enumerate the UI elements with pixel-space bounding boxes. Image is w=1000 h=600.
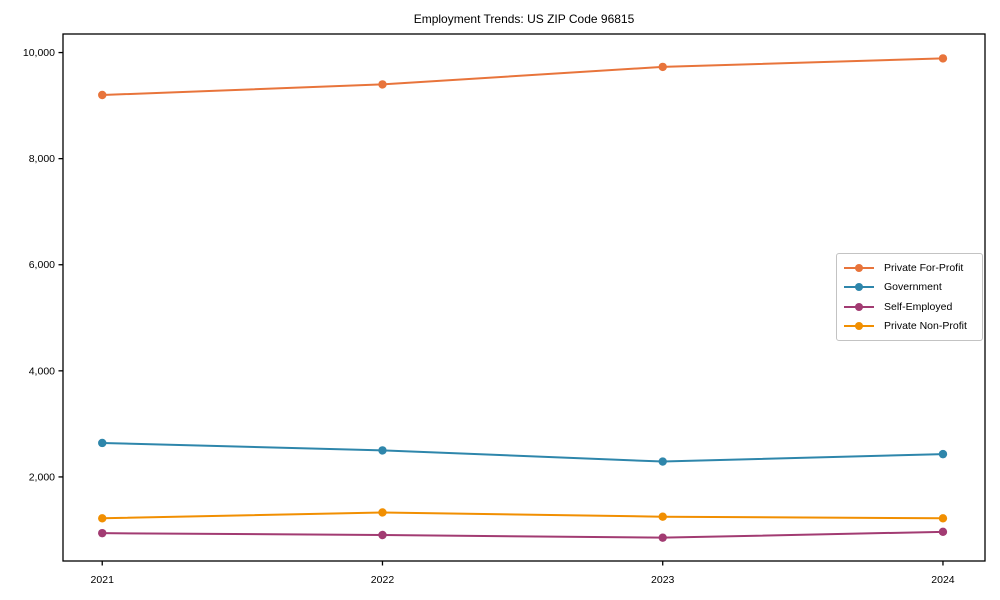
data-point-marker-self-employed	[658, 533, 667, 542]
x-tick-label: 2021	[91, 574, 115, 586]
data-point-marker-private-for-profit	[938, 54, 948, 63]
legend-line-marker-icon	[844, 322, 874, 331]
chart-title: Employment Trends: US ZIP Code 96815	[413, 12, 635, 26]
legend-line-marker-icon	[844, 283, 874, 292]
series-line-self-employed	[101, 530, 944, 539]
data-point-marker-private-for-profit	[658, 62, 667, 72]
data-point-marker-private-non-profit	[378, 508, 387, 517]
x-tick-label: 2023	[651, 574, 675, 586]
data-point-marker-private-non-profit	[938, 514, 948, 523]
data-point-marker-private-for-profit	[378, 80, 387, 89]
data-point-marker-self-employed	[378, 530, 387, 540]
data-point-marker-government	[938, 449, 948, 459]
legend-item: Private Non-Profit	[844, 317, 976, 337]
y-tick-label: 4,000	[29, 365, 55, 377]
series-line-private-non-profit	[101, 511, 944, 520]
data-point-marker-government	[98, 438, 107, 448]
legend-item-label: Self-Employed	[884, 300, 953, 313]
y-tick-label: 2,000	[29, 471, 55, 483]
legend: Private For-Profit Government Self-Employe…	[836, 253, 983, 341]
legend-line-marker-icon	[844, 302, 874, 311]
y-tick-label: 10,000	[23, 47, 55, 59]
legend-item: Self-Employed	[844, 297, 976, 317]
data-point-marker-private-non-profit	[98, 514, 107, 523]
legend-item-label: Private For-Profit	[884, 261, 964, 274]
legend-item: Private For-Profit	[844, 258, 976, 278]
data-point-marker-private-non-profit	[658, 512, 667, 521]
y-tick-label: 8,000	[29, 153, 55, 165]
data-point-marker-self-employed	[98, 528, 107, 538]
legend-line-marker-icon	[844, 263, 874, 272]
data-point-marker-government	[378, 446, 387, 455]
x-tick-label: 2022	[371, 574, 395, 586]
legend-item-label: Private Non-Profit	[884, 320, 967, 333]
data-point-marker-private-for-profit	[98, 90, 107, 100]
x-tick-label: 2024	[931, 574, 955, 586]
data-point-marker-self-employed	[938, 527, 948, 537]
legend-item: Government	[844, 278, 976, 298]
series-line-private-for-profit	[101, 57, 944, 97]
series-line-government	[101, 441, 944, 463]
legend-item-label: Government	[884, 281, 942, 294]
axes-spines	[62, 33, 986, 562]
data-point-marker-government	[658, 457, 667, 466]
y-tick-label: 6,000	[29, 259, 55, 271]
